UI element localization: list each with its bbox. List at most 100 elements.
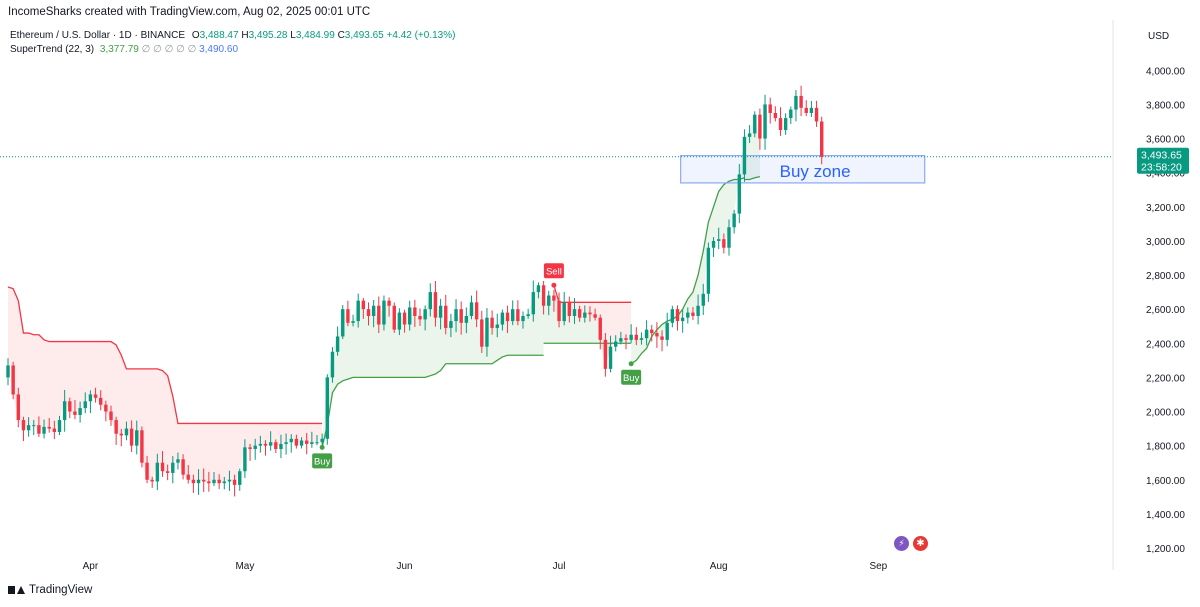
- y-tick-label: 1,200.00: [1146, 544, 1185, 555]
- candle-body: [68, 401, 72, 412]
- candle-body: [423, 309, 427, 320]
- candle-body: [330, 351, 335, 378]
- close-label: C: [337, 30, 345, 41]
- x-tick-label: Aug: [710, 561, 728, 572]
- buy-zone-layer: Buy zone: [680, 155, 926, 184]
- candle-body: [248, 447, 252, 450]
- candle-body: [160, 462, 165, 472]
- candle-body: [547, 295, 551, 306]
- candle-body: [598, 317, 602, 340]
- candle-body: [438, 305, 443, 318]
- candle-body: [686, 312, 690, 318]
- indicator-legend[interactable]: SuperTrend (22, 3) 3,377.79 ∅ ∅ ∅ ∅ ∅ 3,…: [10, 44, 238, 55]
- candle-body: [57, 420, 62, 432]
- candle-body: [608, 346, 613, 369]
- indicator-na-values: ∅ ∅ ∅ ∅ ∅: [141, 44, 197, 55]
- candle-body: [377, 305, 381, 325]
- candle-body: [505, 312, 510, 322]
- candle-body: [701, 293, 705, 306]
- candle-body: [202, 479, 206, 482]
- candle-body: [711, 240, 716, 248]
- candle-body: [753, 114, 757, 134]
- candle-body: [536, 285, 541, 293]
- open-label: O: [191, 30, 200, 41]
- candle-body: [402, 312, 407, 325]
- supertrend-line-up: [321, 354, 544, 448]
- candle-body: [413, 307, 417, 316]
- supertrend-line-up: [744, 175, 761, 181]
- candle-body: [42, 426, 46, 434]
- sell-signal-dot: [551, 282, 557, 288]
- candle-body: [552, 295, 556, 301]
- candle-body: [444, 305, 448, 328]
- y-tick-label: 1,600.00: [1146, 476, 1185, 487]
- candle-body: [485, 317, 489, 347]
- candle-body: [191, 479, 196, 484]
- candle-body: [624, 338, 628, 340]
- candle-body: [88, 394, 93, 402]
- candle-body: [397, 312, 402, 330]
- candle-body: [567, 302, 572, 316]
- y-tick-label: 3,200.00: [1146, 203, 1185, 214]
- candle-body: [305, 440, 309, 444]
- candle-body: [495, 324, 499, 328]
- candle-body: [294, 438, 299, 446]
- time-axis[interactable]: Apr May Jun Jul Aug Sep: [83, 561, 888, 572]
- candle-body: [521, 315, 525, 322]
- candle-body: [778, 118, 783, 131]
- candle-body: [279, 443, 283, 450]
- candle-body: [783, 118, 788, 131]
- price-axis[interactable]: 1,200.00 1,400.00 1,600.00 1,800.00 2,000.00…: [1146, 66, 1185, 555]
- candle-body: [583, 312, 587, 318]
- tradingview-footer[interactable]: TradingView: [8, 584, 92, 596]
- candle-body: [258, 443, 263, 446]
- candle-body: [722, 239, 726, 248]
- candle-body: [371, 305, 376, 316]
- us-flag-icon[interactable]: ✱: [913, 536, 928, 551]
- candle-body: [588, 312, 592, 315]
- candle-body: [727, 227, 731, 248]
- candle-body: [387, 300, 391, 306]
- currency-label[interactable]: USD: [1148, 31, 1170, 42]
- candle-body: [758, 114, 762, 139]
- candle-body: [675, 309, 680, 322]
- candle-body: [639, 338, 644, 340]
- candle-body: [32, 425, 36, 427]
- y-tick-label: 3,800.00: [1146, 100, 1185, 111]
- candle-body: [490, 317, 494, 328]
- symbol-legend[interactable]: Ethereum / U.S. Dollar · 1D · BINANCE O3…: [10, 30, 455, 41]
- candle-body: [26, 425, 31, 431]
- candle-body: [500, 312, 505, 325]
- y-tick-label: 2,400.00: [1146, 339, 1185, 350]
- candle-body: [238, 471, 242, 485]
- candle-body: [129, 428, 134, 446]
- buy-zone-label: Buy zone: [780, 162, 851, 181]
- candle-body: [212, 479, 216, 484]
- y-tick-label: 1,800.00: [1146, 442, 1185, 453]
- candle-body: [665, 322, 669, 340]
- candle-body: [207, 481, 211, 484]
- x-tick-label: Jun: [396, 561, 412, 572]
- close-value: 3,493.65: [344, 30, 384, 41]
- candle-body: [186, 474, 190, 480]
- candle-body: [603, 339, 608, 369]
- candle-body: [557, 300, 561, 322]
- buy-signal-label-bg: [312, 453, 333, 469]
- buy-zone-box[interactable]: [680, 155, 926, 184]
- lightning-icon[interactable]: ⚡: [894, 536, 909, 551]
- candle-body: [284, 442, 288, 444]
- candle-body: [392, 305, 396, 330]
- candle-body: [181, 459, 185, 475]
- candle-body: [73, 411, 77, 415]
- candle-body: [763, 104, 767, 139]
- candle-body: [572, 309, 577, 316]
- candle-body: [629, 334, 633, 340]
- indicator-up-value: 3,377.79: [99, 44, 139, 55]
- supertrend-line-down: [553, 285, 632, 303]
- high-value: 3,495.28: [248, 30, 288, 41]
- price-tag-bg: [1137, 147, 1189, 174]
- candle-body: [217, 479, 221, 484]
- high-label: H: [241, 30, 249, 41]
- candle-body: [52, 428, 57, 432]
